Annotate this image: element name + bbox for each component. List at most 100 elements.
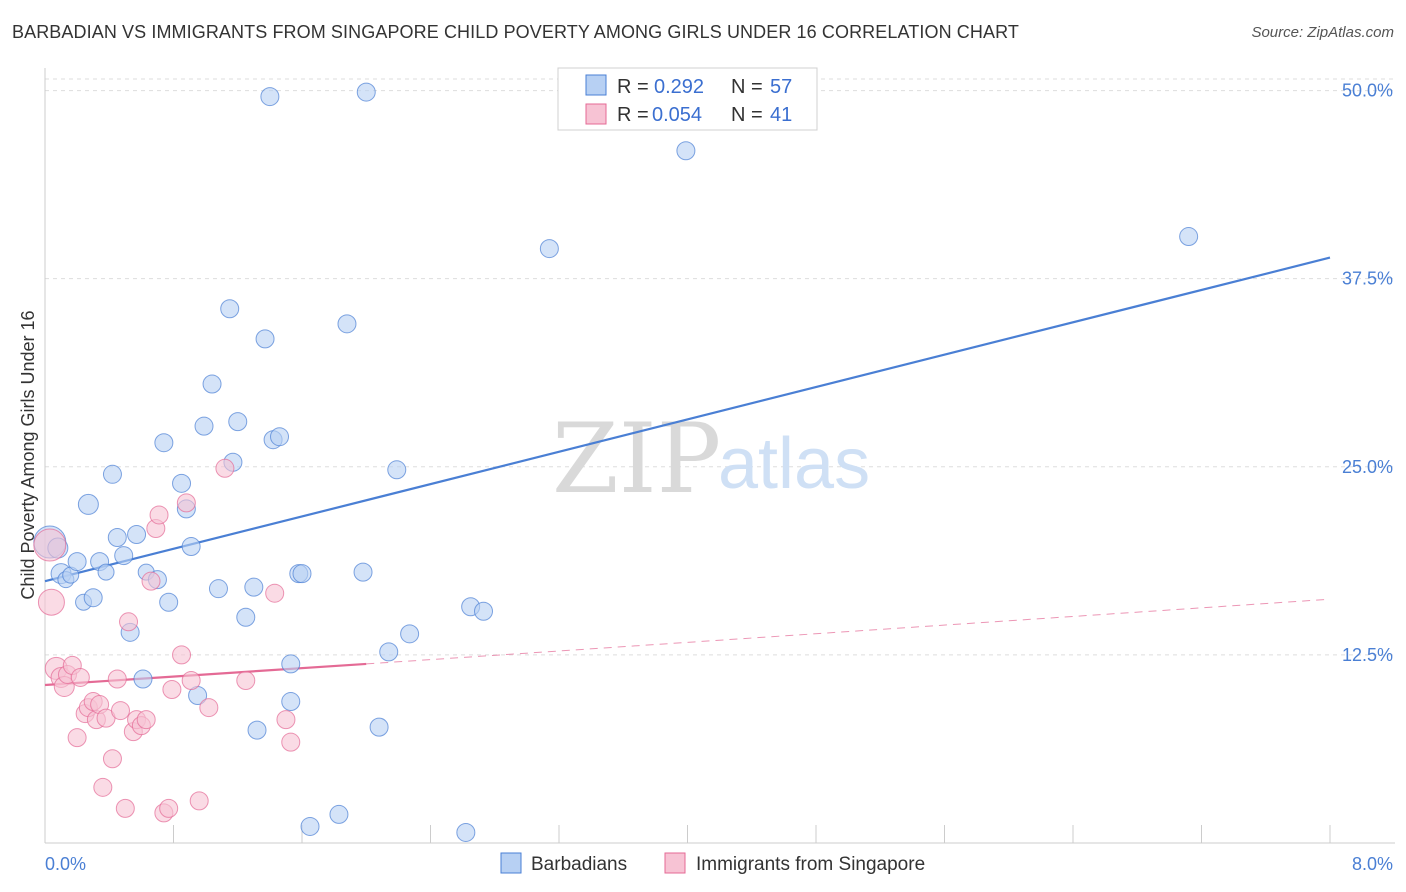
barbadian-point <box>172 473 192 493</box>
trend-layer <box>44 256 1331 687</box>
grid-layer <box>45 78 1395 656</box>
barbadian-point <box>67 552 87 572</box>
barbadian-point <box>369 717 389 737</box>
barbadian-point <box>1179 227 1199 247</box>
barbadian-point <box>356 82 376 102</box>
singapore-point <box>159 798 179 818</box>
singapore-point <box>181 670 201 690</box>
barbadian-point <box>220 299 240 319</box>
legend-box: R = 0.292 N = 57 R = 0.054 N = 41 <box>557 67 818 131</box>
bottom-legend-swatch-singapore <box>664 852 686 874</box>
y-tick-label: 12.5% <box>1342 645 1393 665</box>
legend-n-value-1: 57 <box>770 76 792 98</box>
singapore-point <box>172 645 192 665</box>
point-layer <box>33 82 1199 842</box>
barbadian-point <box>194 416 214 436</box>
singapore-point <box>149 505 169 525</box>
legend-r-value-1: 0.292 <box>654 76 704 98</box>
barbadian-point <box>102 464 122 484</box>
legend-n-value-2: 41 <box>770 104 792 126</box>
barbadian-point <box>281 654 301 674</box>
singapore-point <box>67 728 87 748</box>
singapore-point <box>33 528 67 562</box>
singapore-point <box>70 667 90 687</box>
barbadian-point <box>114 546 134 566</box>
barbadian-point <box>270 427 290 447</box>
y-axis-label: Child Poverty Among Girls Under 16 <box>18 310 38 599</box>
watermark: ZIP atlas <box>552 403 870 515</box>
barbadian-point <box>181 537 201 557</box>
barbadian-point <box>292 564 312 584</box>
x-tick-label-max: 8.0% <box>1352 854 1393 874</box>
bottom-legend-singapore: Immigrants from Singapore <box>696 854 925 875</box>
barbadian-point <box>159 592 179 612</box>
barbadian-point <box>83 588 103 608</box>
legend-swatch-singapore <box>585 103 607 125</box>
singapore-point <box>162 680 182 700</box>
legend-n-label-1: N = <box>731 76 763 98</box>
singapore-point <box>102 749 122 769</box>
barbadian-point <box>154 433 174 453</box>
singapore-point <box>93 777 113 797</box>
singapore-trend-line <box>44 662 367 687</box>
barbadian-point <box>329 804 349 824</box>
singapore-point <box>141 571 161 591</box>
singapore-point <box>276 710 296 730</box>
singapore-point <box>119 612 139 632</box>
bottom-legend-swatch-barbadians <box>500 852 522 874</box>
barbadian-point <box>255 329 275 349</box>
tick-layer: 12.5% 25.0% 37.5% 50.0% 0.0% 8.0% <box>45 81 1393 874</box>
barbadian-point <box>353 562 373 582</box>
singapore-point <box>281 732 301 752</box>
singapore-point <box>115 798 135 818</box>
barbadian-point <box>236 607 256 627</box>
y-tick-label: 37.5% <box>1342 269 1393 289</box>
barbadian-point <box>387 460 407 480</box>
singapore-point <box>199 698 219 718</box>
barbadian-point <box>281 692 301 712</box>
barbadian-point <box>133 669 153 689</box>
barbadian-point <box>127 525 147 545</box>
legend-swatch-barbadians <box>585 74 607 96</box>
y-tick-label: 50.0% <box>1342 81 1393 101</box>
legend-n-label-2: N = <box>731 104 763 126</box>
singapore-point <box>37 588 65 616</box>
y-tick-label: 25.0% <box>1342 457 1393 477</box>
singapore-trend-extension <box>366 598 1331 665</box>
barbadian-point <box>208 579 228 599</box>
watermark-zip: ZIP <box>552 403 721 515</box>
bottom-legend-barbadians: Barbadians <box>531 854 627 875</box>
legend-r-label-1: R = <box>617 76 649 98</box>
singapore-point <box>107 669 127 689</box>
legend-r-value-2: 0.054 <box>652 104 702 126</box>
x-tick-label-min: 0.0% <box>45 854 86 874</box>
barbadian-point <box>456 822 476 842</box>
barbadian-point <box>107 528 127 548</box>
axis-layer <box>44 68 1395 844</box>
barbadian-point <box>539 239 559 259</box>
singapore-point <box>136 710 156 730</box>
singapore-point <box>215 458 235 478</box>
series-singapore <box>33 458 301 823</box>
barbadian-point <box>400 624 420 644</box>
barbadian-point <box>337 314 357 334</box>
chart-source: Source: ZipAtlas.com <box>1251 24 1394 41</box>
chart-title: BARBADIAN VS IMMIGRANTS FROM SINGAPORE C… <box>12 22 1019 42</box>
singapore-point <box>265 583 285 603</box>
barbadian-point <box>202 374 222 394</box>
barbadian-point <box>228 412 248 432</box>
barbadian-point <box>77 493 99 515</box>
barbadian-point <box>247 720 267 740</box>
barbadians-trend-line <box>44 256 1331 583</box>
barbadian-point <box>474 601 494 621</box>
singapore-point <box>236 670 256 690</box>
singapore-point <box>176 493 196 513</box>
barbadian-point <box>676 141 696 161</box>
bottom-legend: Barbadians Immigrants from Singapore <box>500 852 925 875</box>
watermark-atlas: atlas <box>718 424 870 504</box>
singapore-point <box>189 791 209 811</box>
barbadian-point <box>379 642 399 662</box>
barbadian-point <box>244 577 264 597</box>
barbadian-point <box>300 816 320 836</box>
